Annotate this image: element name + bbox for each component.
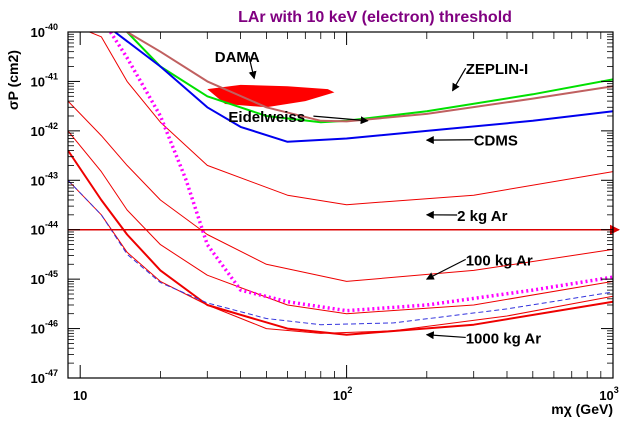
chart-title: LAr with 10 keV (electron) threshold (238, 9, 512, 26)
annotation-arrow (425, 258, 466, 280)
x-axis-label: mχ (GeV) (551, 401, 613, 417)
series-line-magenta-9 (109, 32, 613, 313)
series-line-dashed-8 (68, 179, 613, 326)
annotation-label: ZEPLIN-I (466, 61, 529, 78)
y-tick-label: 10-40 (31, 22, 58, 40)
x-tick-label: 10 (73, 388, 87, 403)
series-line-ar_curves-6 (68, 149, 613, 336)
annotation-label: Eidelweiss (228, 109, 305, 126)
x-tick-label: 102 (333, 385, 352, 403)
annotation-label: 1000 kg Ar (466, 330, 541, 347)
annotation-label: DAMA (215, 49, 260, 66)
y-tick-label: 10-41 (31, 71, 58, 89)
y-tick-label: 10-47 (31, 368, 58, 386)
series-line-cdms-2 (114, 32, 613, 143)
annotation-label: CDMS (474, 133, 518, 150)
series-line-ar_curves-5 (68, 179, 613, 334)
annotation-arrow (313, 115, 369, 125)
series-line-ar_curves-7 (68, 130, 613, 315)
series-line-ar_curves-3 (88, 32, 613, 206)
plot-area: 10-40 10-41 10-42 10-43 10-44 10-45 10-46 10-47… (5, 22, 620, 417)
plot-clipped-group (68, 32, 613, 336)
y-tick-label: 10-44 (31, 220, 58, 238)
annotation-label: 2 kg Ar (457, 208, 507, 225)
y-tick-label: 10-43 (31, 170, 58, 188)
annotation-label: 100 kg Ar (466, 252, 533, 269)
y-axis-label: σP (cm2) (5, 50, 21, 110)
series-line-zeplin2-1 (126, 32, 613, 123)
annotation-arrow (425, 331, 466, 340)
plot-frame (67, 31, 614, 379)
dama-region (207, 84, 335, 108)
y-tick-label: 10-45 (31, 269, 58, 287)
annotation-arrow (452, 67, 467, 92)
y-tick-label: 10-46 (31, 319, 58, 337)
y-tick-label: 10-42 (31, 121, 58, 139)
x-tick-label: 103 (599, 385, 618, 403)
series-line-zeplin-0 (126, 32, 613, 124)
annotation-arrow (248, 55, 257, 80)
